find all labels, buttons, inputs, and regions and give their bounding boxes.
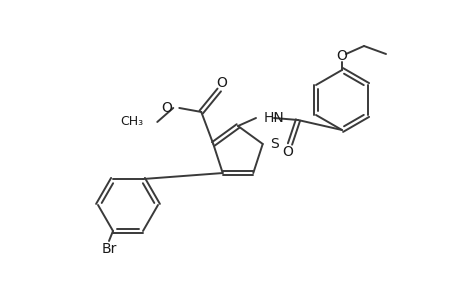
Text: O: O [215, 76, 226, 90]
Text: O: O [282, 145, 293, 159]
Text: Br: Br [101, 242, 117, 256]
Text: O: O [161, 101, 172, 115]
Text: O: O [336, 49, 347, 63]
Text: HN: HN [263, 111, 284, 125]
Text: S: S [269, 137, 278, 151]
Text: CH₃: CH₃ [120, 116, 143, 128]
